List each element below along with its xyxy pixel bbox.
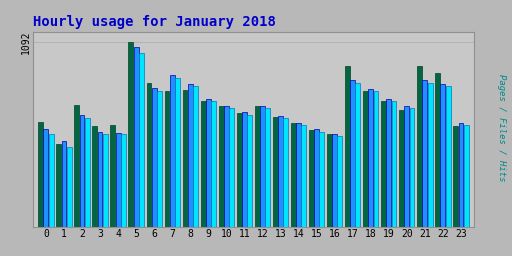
Bar: [296, 123, 301, 227]
Bar: [116, 133, 120, 227]
Bar: [355, 83, 360, 227]
Bar: [129, 42, 133, 227]
Bar: [157, 91, 162, 227]
Bar: [49, 134, 54, 227]
Bar: [183, 90, 187, 227]
Text: Pages / Files / Hits: Pages / Files / Hits: [497, 74, 506, 182]
Bar: [273, 116, 278, 227]
Bar: [193, 86, 198, 227]
Bar: [350, 80, 355, 227]
Bar: [56, 144, 61, 227]
Bar: [74, 105, 79, 227]
Bar: [428, 83, 433, 227]
Bar: [111, 125, 115, 227]
Bar: [374, 91, 378, 227]
Bar: [103, 134, 108, 227]
Bar: [422, 80, 428, 227]
Bar: [327, 134, 332, 227]
Bar: [170, 75, 175, 227]
Bar: [255, 106, 260, 227]
Bar: [67, 147, 72, 227]
Bar: [164, 91, 169, 227]
Bar: [224, 105, 229, 227]
Bar: [242, 112, 247, 227]
Bar: [283, 118, 288, 227]
Bar: [237, 113, 242, 227]
Bar: [404, 105, 409, 227]
Bar: [139, 53, 144, 227]
Bar: [188, 84, 193, 227]
Bar: [332, 134, 337, 227]
Bar: [459, 123, 463, 227]
Bar: [206, 99, 211, 227]
Bar: [229, 108, 234, 227]
Bar: [417, 66, 422, 227]
Bar: [134, 47, 139, 227]
Bar: [381, 101, 386, 227]
Bar: [44, 129, 48, 227]
Bar: [446, 86, 451, 227]
Bar: [440, 84, 445, 227]
Bar: [453, 126, 458, 227]
Bar: [211, 101, 216, 227]
Bar: [98, 132, 102, 227]
Bar: [464, 125, 468, 227]
Bar: [314, 129, 319, 227]
Bar: [85, 118, 90, 227]
Bar: [319, 132, 324, 227]
Bar: [387, 99, 391, 227]
Bar: [309, 131, 314, 227]
Bar: [302, 125, 306, 227]
Bar: [265, 108, 270, 227]
Bar: [79, 115, 84, 227]
Bar: [38, 122, 43, 227]
Bar: [435, 73, 440, 227]
Text: Hourly usage for January 2018: Hourly usage for January 2018: [33, 15, 276, 29]
Bar: [201, 101, 205, 227]
Bar: [291, 123, 296, 227]
Bar: [121, 134, 126, 227]
Bar: [152, 88, 157, 227]
Bar: [368, 89, 373, 227]
Bar: [247, 115, 252, 227]
Bar: [345, 66, 350, 227]
Bar: [399, 110, 404, 227]
Bar: [278, 116, 283, 227]
Bar: [392, 101, 396, 227]
Bar: [410, 108, 415, 227]
Bar: [337, 136, 343, 227]
Bar: [260, 105, 265, 227]
Bar: [61, 141, 67, 227]
Bar: [175, 78, 180, 227]
Bar: [363, 91, 368, 227]
Bar: [146, 83, 152, 227]
Bar: [219, 106, 224, 227]
Bar: [92, 126, 97, 227]
